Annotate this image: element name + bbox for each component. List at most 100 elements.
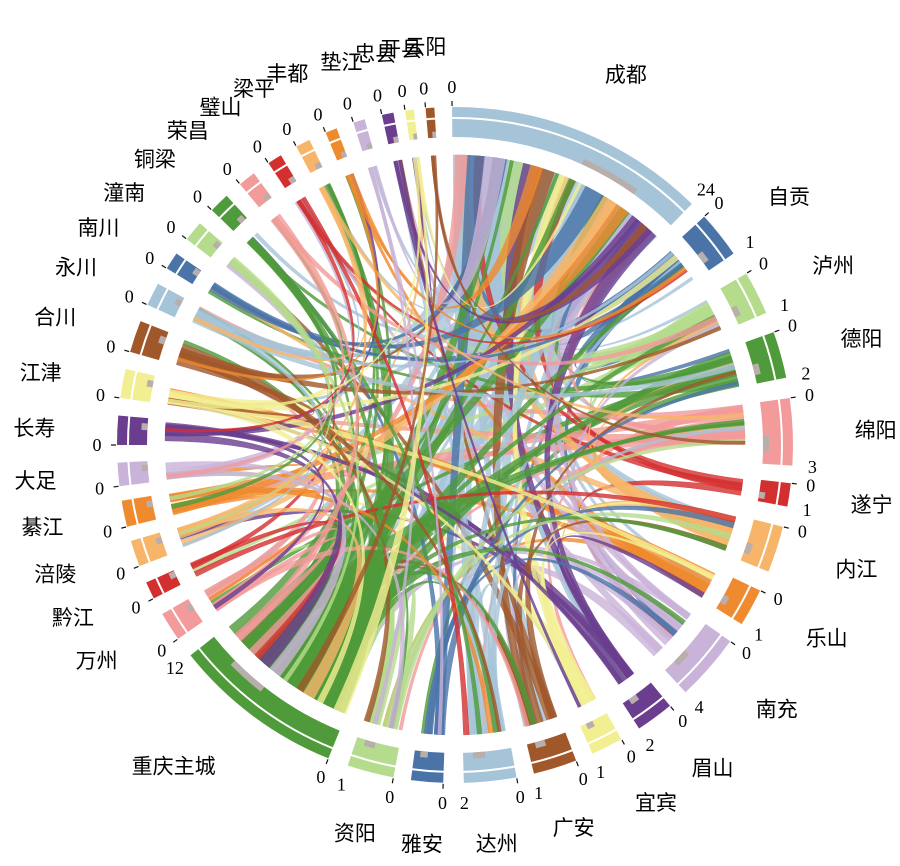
segment-label: 南川 [78, 216, 120, 240]
segment-start-tick [181, 235, 187, 240]
segment-start-value: 0 [95, 479, 104, 499]
chord-ribbon [346, 174, 687, 340]
segment-start-value: 0 [714, 193, 723, 213]
segment-start-value: 0 [157, 640, 166, 660]
segment-arc-outer [146, 578, 163, 599]
segment-start-tick [207, 205, 212, 210]
segment-arc [351, 737, 399, 766]
segment-arc-outer [779, 397, 793, 466]
segment-start-tick [760, 590, 766, 594]
segment-start-value: 0 [627, 747, 636, 767]
segment-label: 黔江 [52, 606, 94, 630]
segment-label: 荣昌 [167, 119, 209, 143]
segment-label: 合川 [34, 305, 76, 329]
segment-start-tick [516, 778, 519, 784]
segment-end-value: 1 [746, 232, 755, 252]
chord-ribbon [166, 470, 405, 729]
segment-label: 泸州 [812, 254, 854, 278]
segment-label: 开县 [380, 38, 422, 62]
segment-arc [665, 623, 721, 684]
segment-arc-outer [633, 698, 670, 729]
chord-ribbon [171, 204, 629, 516]
segment-start-value: 0 [316, 767, 325, 787]
chord-ribbon [165, 199, 355, 433]
segment-start-value: 0 [116, 563, 125, 583]
segment-start-value: 0 [579, 769, 588, 789]
segment-arc [141, 325, 169, 361]
segment-start-tick [783, 526, 789, 529]
segment-arc [196, 231, 223, 258]
chord-ribbon [430, 155, 746, 445]
segment-arc-secondary [185, 603, 195, 613]
segment-label: 梁平 [233, 77, 275, 101]
segment-start-value: 0 [373, 85, 382, 105]
segment-arc-secondary [236, 214, 246, 224]
segment-start-tick [264, 157, 269, 163]
segment-arc-secondary [472, 751, 486, 759]
segment-label: 永川 [55, 256, 97, 280]
segment-label: 忠县 [354, 42, 396, 66]
segment-start-value: 0 [798, 522, 807, 542]
chord-ribbon [166, 217, 345, 479]
chord-ribbon [296, 155, 439, 693]
segment-start-value: 0 [106, 336, 115, 356]
segment-arc-secondary [581, 158, 638, 195]
chord-ribbon [169, 256, 331, 501]
segment-arc [172, 599, 203, 632]
segment-arc-outer [121, 499, 137, 527]
segment-end-value: 2 [645, 735, 654, 755]
segment-start-tick [379, 109, 383, 115]
chord-ribbon [179, 186, 367, 539]
segment-arc-secondary [230, 660, 265, 692]
segment-arc-secondary [366, 142, 373, 150]
segment-arc-secondary [146, 500, 154, 508]
segment-start-tick [350, 116, 354, 122]
chord-ribbon [167, 157, 421, 409]
segment-start-tick [114, 396, 120, 399]
segment-start-tick [670, 706, 675, 711]
segment-label: 万州 [76, 649, 118, 673]
segment-arc-secondary [174, 298, 183, 307]
chord-ribbon [390, 438, 746, 730]
segment-start-value: 0 [125, 287, 134, 307]
chord-ribbon [164, 432, 342, 668]
segment-label: 内江 [835, 558, 877, 582]
segment-arc [720, 279, 756, 325]
segment-label: 成都 [605, 63, 647, 87]
chord-ribbon [382, 512, 732, 729]
chord-ribbon [436, 381, 740, 736]
segment-start-value: 0 [759, 253, 768, 273]
segment-label: 铜梁 [134, 147, 176, 171]
segment-label: 潼南 [103, 181, 145, 205]
segment-start-tick [124, 349, 130, 353]
segment-arc-secondary [155, 536, 163, 545]
segment-arc-outer [452, 107, 692, 212]
segment-arc-secondary [743, 542, 753, 555]
segment-arc-outer [162, 609, 187, 639]
segment-arc-outer [463, 767, 517, 783]
segment-label: 宜宾 [635, 791, 677, 815]
chord-ribbon [211, 185, 604, 349]
segment-arc [682, 224, 724, 271]
segment-start-tick [403, 104, 406, 110]
segment-start-tick [235, 179, 240, 184]
chord-ribbon [167, 395, 365, 704]
chord-ribbon [192, 186, 368, 362]
segment-start-tick [141, 301, 147, 305]
segment-arc-outer [240, 173, 260, 192]
segment-label: 乐山 [806, 626, 848, 650]
segment-arc [740, 519, 772, 568]
segment-start-tick [704, 212, 710, 217]
chord-ribbon [177, 174, 379, 381]
segment-arc [220, 204, 247, 232]
segment-arc-secondary [158, 335, 167, 345]
segment-end-value: 2 [460, 793, 469, 813]
segment-start-value: 0 [166, 217, 175, 237]
segment-arc-outer [347, 756, 396, 778]
segment-arc-secondary [262, 193, 272, 202]
segment-arc-outer [531, 751, 577, 774]
segment-arc [463, 747, 515, 771]
chord-ribbon [182, 312, 323, 548]
segment-start-tick [325, 759, 329, 765]
